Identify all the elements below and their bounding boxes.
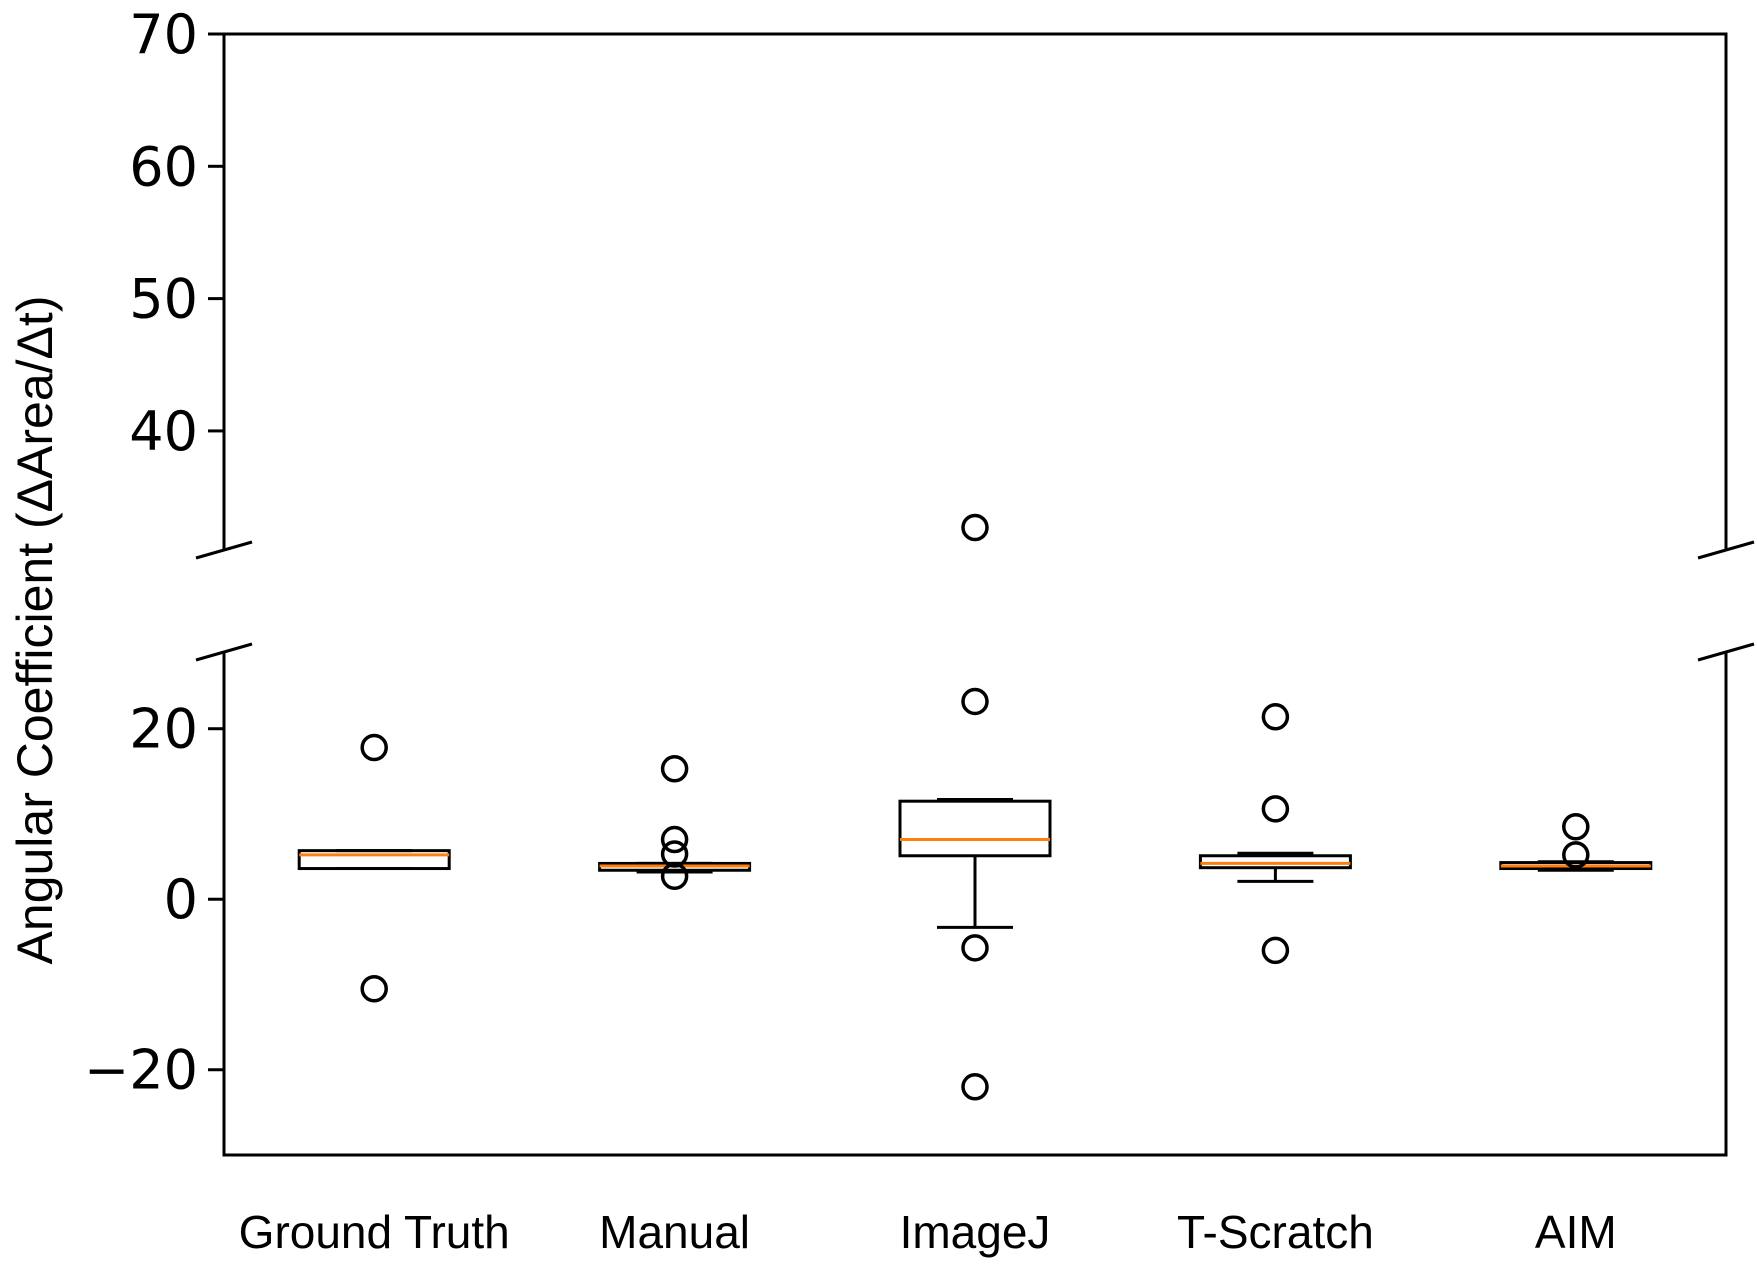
outlier-point (660, 862, 689, 890)
box-iqr (898, 799, 1052, 858)
outlier-point (1562, 841, 1590, 869)
outlier-point (1261, 936, 1290, 965)
box-group (297, 733, 451, 1003)
axis-break-mark-upper-left (195, 540, 253, 560)
box-group (898, 513, 1052, 1101)
outlier-point (961, 1073, 989, 1101)
outlier-point (360, 975, 388, 1003)
outlier-point (961, 934, 989, 962)
y-tick-label: 20 (129, 698, 198, 761)
outlier-point (1261, 795, 1290, 823)
axis-break-mark-lower-left (195, 642, 253, 662)
outlier-point (1261, 703, 1290, 731)
x-category-label: ImageJ (900, 1206, 1051, 1258)
y-tick-label: −20 (84, 1039, 198, 1102)
outlier-point (961, 687, 989, 716)
outlier-point (961, 513, 989, 542)
y-tick-label: 60 (129, 135, 198, 198)
outlier-point (660, 840, 689, 868)
axis-break-mark-upper-right (1697, 540, 1755, 560)
box-group (598, 755, 752, 890)
y-tick-label: 50 (129, 268, 198, 331)
upper-panel-frame (222, 32, 1728, 550)
y-tick-label: 70 (129, 3, 198, 66)
x-category-label: AIM (1535, 1206, 1617, 1258)
axes-layer (195, 32, 1755, 1157)
x-category-label: T-Scratch (1177, 1206, 1374, 1258)
y-tick-label: 40 (129, 400, 198, 463)
outlier-point (1562, 813, 1590, 841)
y-axis-label: Angular Coefficient (ΔArea/Δt) (7, 296, 63, 965)
y-tick-label: 0 (164, 868, 198, 931)
outlier-point (660, 825, 689, 854)
outlier-point (660, 755, 689, 783)
outlier-point (360, 733, 388, 762)
box-group (1198, 703, 1352, 965)
box-group (1499, 813, 1653, 872)
lower-panel-frame (222, 652, 1728, 1157)
axis-break-mark-lower-right (1697, 642, 1755, 662)
boxes-layer (297, 513, 1653, 1101)
category-labels-layer: Ground Truth Manual ImageJ T-Scratch AIM (239, 1206, 1617, 1258)
box-iqr (297, 849, 451, 871)
x-category-label: Manual (599, 1206, 750, 1258)
x-category-label: Ground Truth (239, 1206, 510, 1258)
box-iqr (1198, 854, 1352, 870)
ticks-layer: 40 50 60 70 −20 0 20 (84, 3, 224, 1102)
